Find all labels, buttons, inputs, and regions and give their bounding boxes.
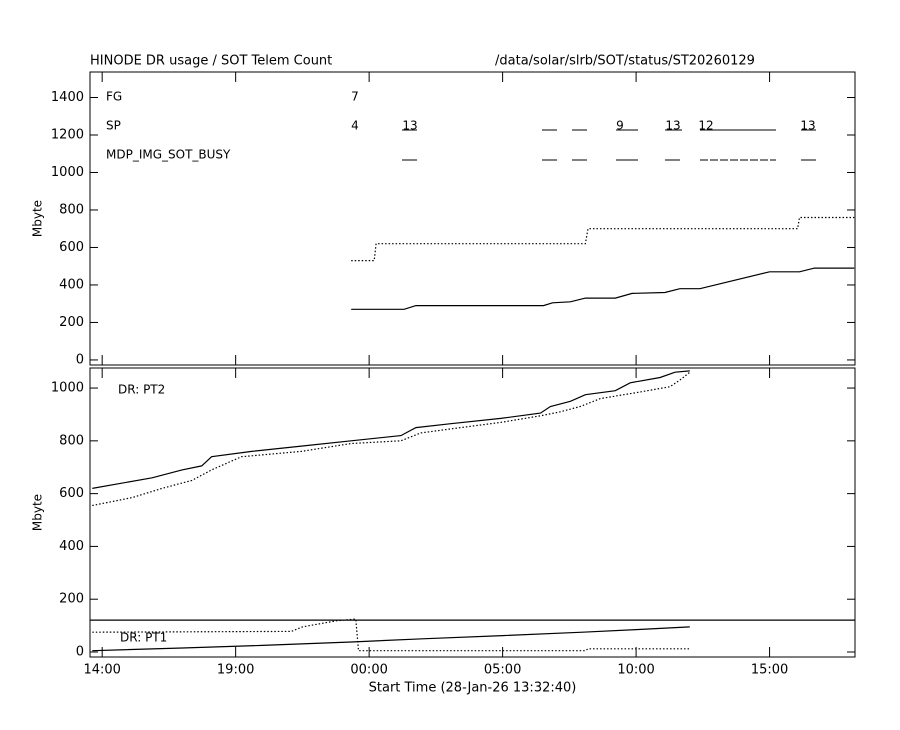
series-line xyxy=(92,370,690,489)
series-line xyxy=(92,618,690,652)
series-line xyxy=(92,626,690,652)
x-tick-label: 00:00 xyxy=(350,663,387,678)
x-tick-label: 05:00 xyxy=(484,663,521,678)
plot-frame xyxy=(89,367,856,658)
x-tick-label: 14:00 xyxy=(83,663,120,678)
plot-frame xyxy=(89,71,856,366)
annotation: 13 xyxy=(800,119,815,133)
y-tick-label: 600 xyxy=(59,486,84,501)
y-tick-label: 400 xyxy=(59,277,84,292)
annotation: DR: PT1 xyxy=(120,631,167,645)
annotation: 9 xyxy=(616,119,624,133)
annotation: DR: PT2 xyxy=(118,383,165,397)
series-line xyxy=(351,267,855,310)
annotation: 7 xyxy=(351,90,359,104)
x-tick-label: 10:00 xyxy=(617,663,654,678)
x-tick-label: 15:00 xyxy=(751,663,788,678)
annotation: SP xyxy=(106,119,121,133)
annotation: 13 xyxy=(665,119,680,133)
chart-title: HINODE DR usage / SOT Telem Count xyxy=(90,54,332,69)
x-tick-label: 19:00 xyxy=(217,663,254,678)
y-tick-label: 600 xyxy=(59,240,84,255)
annotation: 12 xyxy=(698,119,713,133)
y-tick-label: 200 xyxy=(59,592,84,607)
annotation: FG xyxy=(106,90,122,104)
y-tick-label: 1400 xyxy=(51,90,84,105)
annotation: 13 xyxy=(402,119,417,133)
annotation: 4 xyxy=(351,119,359,133)
y-tick-label: 800 xyxy=(59,202,84,217)
y-tick-label: 0 xyxy=(76,352,84,367)
schedule-bars xyxy=(402,129,816,161)
y-tick-label: 1000 xyxy=(51,381,84,396)
annotation: MDP_IMG_SOT_BUSY xyxy=(106,148,231,162)
y-tick-label: 0 xyxy=(76,644,84,659)
y-axis-label: Mbyte xyxy=(31,200,45,237)
y-tick-label: 1000 xyxy=(51,165,84,180)
y-tick-label: 1200 xyxy=(51,127,84,142)
y-tick-label: 800 xyxy=(59,433,84,448)
y-tick-label: 400 xyxy=(59,539,84,554)
x-axis-label: Start Time (28-Jan-26 13:32:40) xyxy=(369,681,577,696)
y-tick-label: 200 xyxy=(59,315,84,330)
chart-subtitle: /data/solar/slrb/SOT/status/ST20260129 xyxy=(495,54,755,69)
y-axis-label: Mbyte xyxy=(31,494,45,531)
series-line xyxy=(351,216,855,262)
